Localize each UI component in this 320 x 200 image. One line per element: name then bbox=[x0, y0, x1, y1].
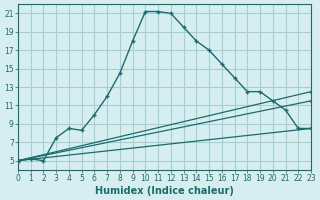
X-axis label: Humidex (Indice chaleur): Humidex (Indice chaleur) bbox=[95, 186, 234, 196]
